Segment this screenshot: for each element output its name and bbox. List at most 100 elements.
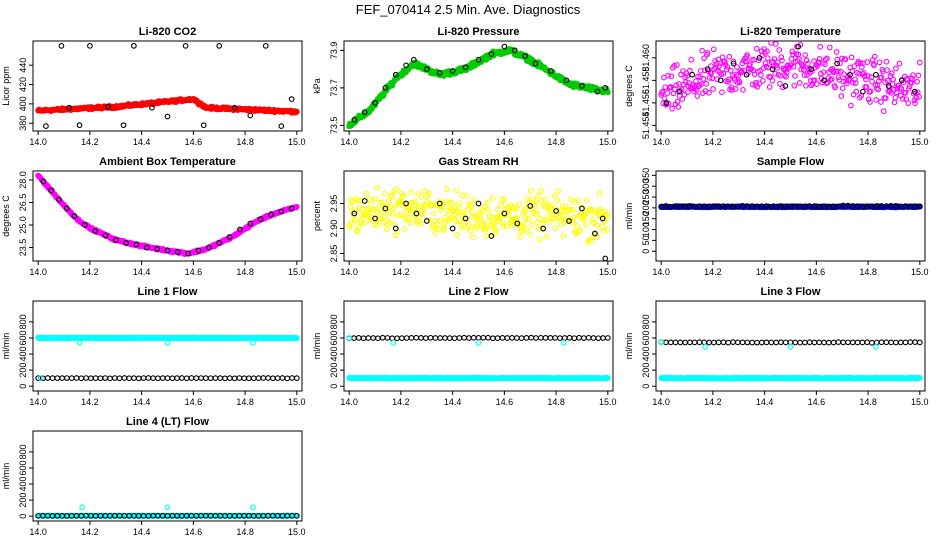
data-point (372, 195, 378, 202)
data-point (351, 218, 358, 224)
data-point (511, 47, 518, 54)
data-point (40, 178, 47, 185)
data-point (873, 97, 879, 103)
data-point (561, 335, 568, 341)
data-point (542, 196, 548, 203)
data-point (48, 187, 54, 194)
data-point (174, 375, 180, 381)
x-tick-label: 14.2 (392, 397, 410, 407)
data-point (732, 86, 739, 92)
data-point (684, 73, 690, 79)
data-point (390, 211, 396, 217)
data-point (665, 72, 671, 79)
data-point (520, 227, 527, 234)
y-tick-label: 0 (329, 384, 339, 389)
data-point (574, 197, 581, 204)
data-point (97, 375, 104, 382)
data-point (389, 193, 396, 200)
data-point (499, 335, 506, 341)
data-point (131, 375, 137, 381)
data-point (835, 339, 842, 346)
x-tick-label: 14.4 (444, 137, 462, 147)
data-point (488, 233, 495, 239)
data-point (839, 85, 846, 92)
data-point (891, 99, 898, 106)
data-point (898, 77, 905, 84)
data-point (674, 98, 681, 105)
data-point (133, 241, 140, 248)
data-point (540, 225, 547, 232)
data-point (552, 335, 558, 341)
x-tick-label: 14.6 (185, 527, 203, 537)
y-tick-label: 51.458 (641, 67, 651, 95)
data-point (719, 89, 725, 96)
data-point (884, 77, 891, 84)
data-point (398, 211, 404, 218)
data-point (701, 55, 708, 62)
data-point (888, 70, 895, 77)
data-point (561, 339, 567, 346)
data-point (64, 375, 70, 381)
data-point (441, 225, 447, 232)
data-point (37, 375, 44, 381)
data-point (883, 339, 890, 346)
data-point (567, 196, 574, 203)
data-point (677, 339, 684, 346)
y-axis-label: ml/min (312, 333, 322, 360)
y-tick-label: 25.0 (18, 216, 28, 234)
data-point (721, 58, 728, 65)
data-point (808, 66, 815, 72)
data-point (875, 86, 882, 93)
data-point (883, 58, 890, 65)
series-cyan-1 (35, 334, 300, 342)
panel-title: Li-820 CO2 (139, 26, 196, 38)
y-tick-label: 200 (18, 493, 28, 508)
data-point (884, 67, 890, 73)
data-point (817, 43, 824, 50)
data-point (916, 59, 923, 66)
data-point (202, 375, 209, 381)
data-point (833, 49, 840, 55)
data-point (121, 375, 128, 381)
data-point (347, 223, 353, 230)
data-point (207, 375, 214, 382)
data-point (897, 339, 904, 346)
data-point (778, 54, 785, 61)
data-point (885, 83, 892, 89)
data-point (791, 82, 798, 89)
data-point (594, 222, 601, 229)
data-point (436, 70, 443, 76)
data-point (691, 339, 698, 346)
data-point (724, 63, 731, 70)
series-cyan-3 (658, 339, 879, 350)
data-point (212, 375, 219, 381)
data-point (509, 335, 515, 341)
data-point (658, 339, 665, 346)
data-point (437, 335, 444, 341)
panel-title: Line 2 Flow (449, 286, 509, 298)
data-point (873, 343, 879, 350)
data-point (837, 60, 843, 67)
data-point (869, 339, 875, 346)
data-point (764, 55, 771, 61)
data-point (403, 62, 409, 69)
x-tick-label: 15.0 (288, 267, 306, 277)
data-point (427, 334, 434, 341)
data-point (393, 186, 400, 193)
plot-data (658, 41, 923, 114)
data-point (392, 71, 399, 78)
data-point (597, 206, 604, 213)
data-point (421, 188, 428, 194)
y-tick-label: 73.5 (329, 117, 339, 135)
data-point (182, 42, 189, 49)
data-point (66, 104, 73, 111)
data-point (689, 71, 696, 78)
data-point (911, 88, 918, 95)
data-point (260, 375, 267, 381)
data-point (226, 234, 233, 240)
x-tick-label: 14.8 (236, 267, 254, 277)
data-point (734, 64, 740, 70)
